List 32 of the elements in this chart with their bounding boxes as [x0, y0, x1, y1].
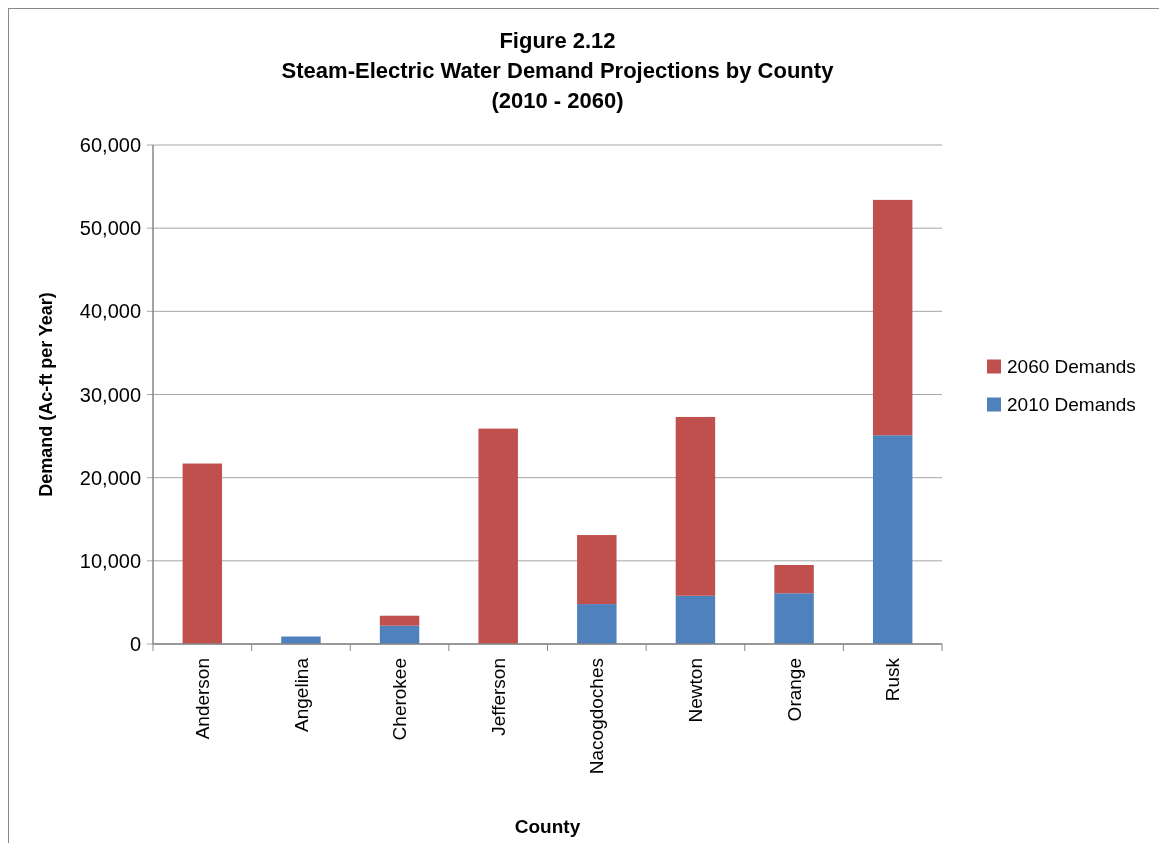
bar [182, 463, 223, 644]
bar [675, 416, 716, 596]
x-tick-label: Rusk [882, 657, 904, 702]
bar [872, 199, 913, 436]
chart-title: Figure 2.12 Steam-Electric Water Demand Projections by County (2010 - 2060) [281, 28, 835, 113]
bar [379, 615, 420, 626]
x-tick-label: Angelina [290, 657, 312, 732]
bar [872, 435, 913, 644]
bar [478, 428, 518, 644]
bar [675, 595, 716, 644]
x-tick-label: Anderson [191, 658, 213, 740]
y-tick-label: 20,000 [79, 466, 141, 489]
legend-label: 2060 Demands [1007, 356, 1136, 378]
y-tick-label: 30,000 [79, 383, 141, 406]
y-tick-label: 10,000 [79, 549, 141, 572]
bar [577, 535, 617, 605]
y-axis-title: Demand (Ac-ft per Year) [36, 292, 56, 497]
x-tick-label: Cherokee [389, 658, 411, 741]
bar [774, 564, 814, 594]
x-axis-title: County [514, 816, 581, 837]
x-tick-label: Nacogdoches [586, 658, 608, 775]
x-tick-label: Orange [783, 658, 805, 722]
x-tick-label: Newton [685, 658, 707, 723]
y-tick-label: 60,000 [79, 134, 141, 156]
legend-label: 2010 Demands [1007, 394, 1136, 416]
bar [774, 593, 814, 644]
y-tick-label: 0 [129, 633, 141, 655]
y-tick-label: 50,000 [79, 217, 141, 240]
y-tick-label: 40,000 [79, 300, 141, 323]
x-tick-label: Jefferson [487, 658, 509, 736]
bar [577, 604, 617, 644]
bar [379, 625, 420, 644]
